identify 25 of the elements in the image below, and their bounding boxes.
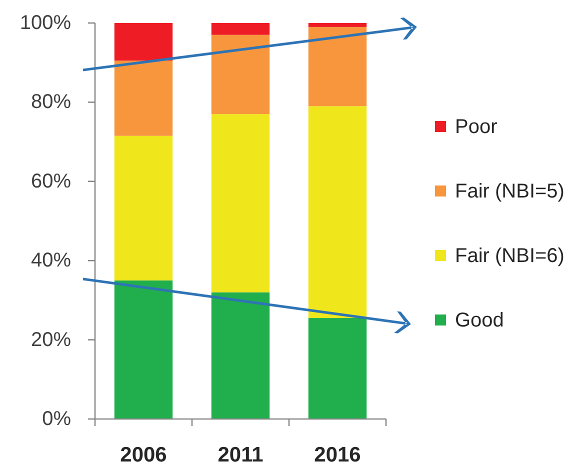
bar [114,60,173,136]
y-tick-label: 0% [42,408,72,430]
bar [308,23,367,27]
y-tick-label: 40% [30,250,72,272]
x-tick-label: 2011 [218,444,264,466]
bar [308,26,367,106]
legend-label: Fair (NBI=6) [455,245,564,267]
legend-label: Fair (NBI=5) [455,180,564,202]
bar [211,34,270,114]
legend-label: Poor [455,116,498,138]
x-tick-label: 2006 [120,444,167,466]
y-tick-label: 100% [20,12,72,34]
y-tick-label: 60% [30,170,72,192]
bar [114,280,173,419]
bar [211,114,270,292]
bar [114,23,173,61]
bar [308,318,367,419]
bar [211,23,270,35]
y-tick-label: 80% [30,91,72,114]
y-tick-label: 20% [30,328,72,351]
legend-label: Good [455,310,504,332]
bar [211,292,270,419]
x-tick-label: 2016 [314,444,361,466]
bar [308,106,367,318]
bar [114,136,173,280]
